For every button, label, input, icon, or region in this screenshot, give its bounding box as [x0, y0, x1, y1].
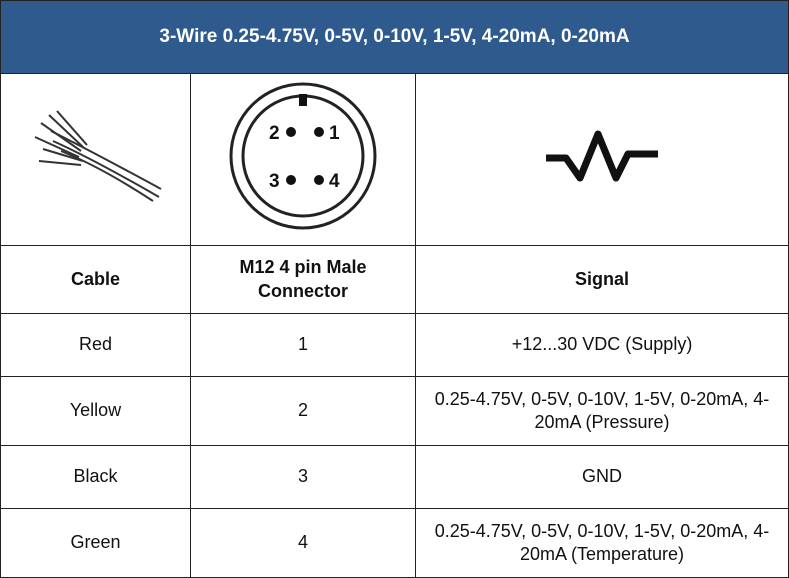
cell: 2 — [191, 377, 416, 446]
column-header: Signal — [416, 246, 789, 314]
signal-icon — [542, 126, 662, 186]
cable-icon — [21, 101, 171, 211]
pin-label: 2 — [269, 123, 280, 144]
pin-label: 1 — [329, 123, 340, 144]
page: {"header": {"title": "3-Wire 0.25-4.75V,… — [0, 0, 789, 578]
cell: Black — [1, 446, 191, 509]
cell: 0.25-4.75V, 0-5V, 0-10V, 1-5V, 0-20mA, 4… — [416, 509, 789, 578]
connector-icon-cell: 1 2 3 4 — [191, 74, 416, 246]
column-header: Cable — [1, 246, 191, 314]
cell: Green — [1, 509, 191, 578]
column-header: M12 4 pin Male Connector — [191, 246, 416, 314]
table-title: 3-Wire 0.25-4.75V, 0-5V, 0-10V, 1-5V, 4-… — [1, 1, 789, 74]
cell: Yellow — [1, 377, 191, 446]
cable-icon-cell — [1, 74, 191, 246]
connector-icon: 1 2 3 4 — [223, 76, 383, 236]
signal-icon-cell — [416, 74, 789, 246]
cell: 1 — [191, 314, 416, 377]
pin-label: 3 — [269, 171, 280, 192]
cell: Red — [1, 314, 191, 377]
cell: GND — [416, 446, 789, 509]
cell: 4 — [191, 509, 416, 578]
pin-label: 4 — [329, 171, 340, 192]
pinout-table: 3-Wire 0.25-4.75V, 0-5V, 0-10V, 1-5V, 4-… — [0, 0, 789, 578]
cell: 0.25-4.75V, 0-5V, 0-10V, 1-5V, 0-20mA, 4… — [416, 377, 789, 446]
cell: +12...30 VDC (Supply) — [416, 314, 789, 377]
cell: 3 — [191, 446, 416, 509]
